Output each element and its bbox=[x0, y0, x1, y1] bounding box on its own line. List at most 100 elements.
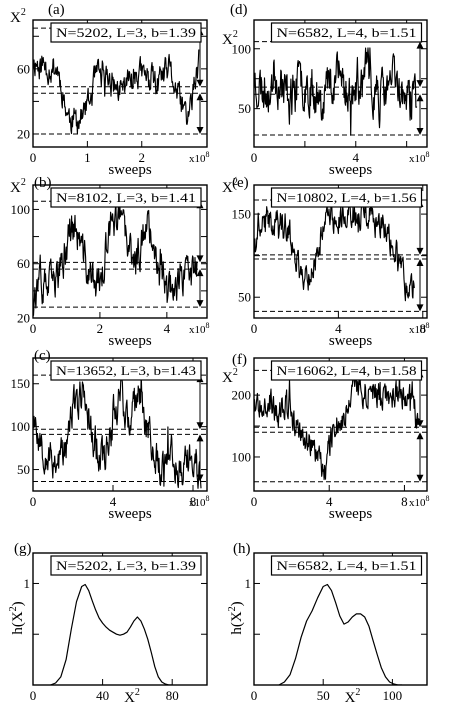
y-tick-label: 50 bbox=[238, 290, 251, 305]
legend-text: N=6582, L=4, b=1.51 bbox=[277, 26, 417, 40]
legend-box: N=5202, L=3, b=1.39 bbox=[50, 555, 202, 576]
x-multiplier: x108 bbox=[189, 150, 210, 165]
y-tick-label: 60 bbox=[17, 256, 30, 271]
panel-label: (f) bbox=[232, 352, 247, 368]
panel-e: 0 4 8 50 150 (e)X2 sweeps x108 N=10802, L=4, b=1… bbox=[222, 175, 430, 349]
x-tick-label: 8 bbox=[401, 494, 408, 509]
series-line bbox=[254, 47, 418, 136]
range-arrow bbox=[416, 258, 424, 312]
x-tick-label: 40 bbox=[96, 688, 109, 703]
panel-label: (c) bbox=[34, 348, 51, 364]
series-line bbox=[33, 49, 200, 135]
x-axis-label: sweeps bbox=[329, 333, 372, 349]
x-axis-label: X2 bbox=[345, 687, 361, 703]
range-arrow bbox=[196, 93, 204, 134]
y-tick-label: 50 bbox=[238, 101, 251, 116]
legend-box: N=6582, L=4, b=1.51 bbox=[270, 22, 423, 43]
legend-text: N=10802, L=4, b=1.56 bbox=[277, 191, 417, 205]
legend-text: N=16062, L=4, b=1.58 bbox=[277, 364, 417, 378]
x-tick-label: 0 bbox=[251, 688, 258, 703]
x-tick-label: 0 bbox=[30, 494, 37, 509]
x-tick-label: 0 bbox=[251, 321, 258, 336]
legend-text: N=6582, L=4, b=1.51 bbox=[277, 559, 417, 573]
legend-text: N=5202, L=3, b=1.39 bbox=[56, 26, 196, 40]
panel-c: 0 4 8 50 100 150(c) sweeps x108 N=13652, L=3, b=… bbox=[11, 348, 210, 522]
series-line bbox=[254, 203, 415, 302]
y-tick-label: 60 bbox=[17, 61, 30, 76]
plot-frame bbox=[32, 184, 208, 319]
x-tick-label: 0 bbox=[251, 150, 258, 165]
y-tick-label: 150 bbox=[11, 376, 31, 391]
panel-label: (a) bbox=[48, 2, 65, 18]
range-arrow bbox=[416, 432, 424, 482]
x-tick-label: 4 bbox=[164, 321, 171, 336]
y-tick-label: 100 bbox=[11, 202, 31, 217]
x-tick-label: 80 bbox=[166, 688, 179, 703]
series-line bbox=[254, 371, 421, 481]
y-tick-label: 200 bbox=[232, 388, 252, 403]
panel-label: (b) bbox=[34, 175, 52, 191]
x-multiplier: x108 bbox=[189, 321, 210, 336]
legend-box: N=16062, L=4, b=1.58 bbox=[270, 360, 423, 381]
x-tick-label: 4 bbox=[335, 321, 342, 336]
x-axis-label: sweeps bbox=[108, 506, 151, 522]
x-tick-label: 0 bbox=[30, 150, 37, 165]
series-line bbox=[33, 372, 202, 489]
x-axis-label: sweeps bbox=[329, 162, 372, 178]
y-tick-label: 50 bbox=[17, 462, 30, 477]
panel-label: (e) bbox=[232, 175, 249, 191]
y-axis-label: X2 bbox=[222, 29, 238, 48]
x-multiplier: x108 bbox=[189, 494, 210, 509]
x-tick-label: 4 bbox=[110, 494, 117, 509]
y-tick-label: 20 bbox=[17, 311, 30, 326]
legend-text: N=13652, L=3, b=1.43 bbox=[56, 364, 196, 378]
x-tick-label: 2 bbox=[97, 321, 104, 336]
x-tick-label: 1 bbox=[84, 150, 91, 165]
legend-text: N=5202, L=3, b=1.39 bbox=[56, 559, 196, 573]
legend-box: N=8102, L=3, b=1.41 bbox=[50, 187, 202, 208]
plot-frame bbox=[32, 552, 208, 686]
x-axis-label: X2 bbox=[124, 687, 140, 703]
panel-h: 0 50 100 1 (h) h(X2) X2 N=6582, L=4, b=1.51 bbox=[227, 541, 428, 703]
y-tick-label: 100 bbox=[11, 419, 31, 434]
y-tick-label: 150 bbox=[232, 207, 252, 222]
plot-frame bbox=[253, 19, 428, 148]
legend-box: N=10802, L=4, b=1.56 bbox=[270, 187, 423, 208]
x-tick-label: 4 bbox=[326, 494, 333, 509]
x-tick-label: 0 bbox=[30, 688, 37, 703]
x-tick-label: 8 bbox=[190, 494, 197, 509]
panel-d: 0 4 50 100 (d) X2 sweeps x108 N=6582, L=4, b=1.5… bbox=[222, 2, 430, 178]
legend-box: N=13652, L=3, b=1.43 bbox=[50, 360, 202, 381]
y-axis-label: X2 bbox=[222, 367, 238, 386]
series-line bbox=[278, 583, 403, 685]
legend-box: N=6582, L=4, b=1.51 bbox=[270, 555, 423, 576]
series-line bbox=[50, 583, 173, 685]
plot-frame bbox=[253, 184, 428, 319]
plot-frame bbox=[32, 357, 208, 492]
y-tick-label: 1 bbox=[245, 576, 252, 591]
y-axis-label: X2 bbox=[10, 7, 26, 26]
panel-a: 0 1 2 20 60 (a) X2 sweeps x108 N=5202, L=3, b=1.3… bbox=[10, 2, 210, 178]
x-axis-label: sweeps bbox=[329, 506, 372, 522]
panel-f: 0 4 8 100 200 (f)X2 sweeps x108 N=16062, L=4, b=… bbox=[222, 352, 430, 522]
x-tick-label: 2 bbox=[139, 150, 146, 165]
panel-label: (h) bbox=[233, 541, 251, 557]
range-arrow bbox=[196, 201, 204, 263]
x-multiplier: x108 bbox=[409, 150, 430, 165]
range-arrow bbox=[196, 269, 204, 308]
series-line bbox=[33, 202, 198, 316]
y-axis-label: h(X2) bbox=[227, 601, 245, 634]
plot-frame bbox=[32, 19, 208, 148]
y-tick-label: 100 bbox=[232, 41, 252, 56]
legend-box: N=5202, L=3, b=1.39 bbox=[50, 22, 202, 43]
y-tick-label: 20 bbox=[17, 126, 30, 141]
y-axis-label: X2 bbox=[222, 177, 238, 196]
x-tick-label: 4 bbox=[353, 150, 360, 165]
panel-label: (d) bbox=[230, 2, 248, 18]
x-tick-label: 8 bbox=[420, 321, 427, 336]
y-axis-label: h(X2) bbox=[8, 601, 26, 634]
range-arrow bbox=[416, 199, 424, 255]
x-tick-label: 50 bbox=[317, 688, 330, 703]
plot-frame bbox=[253, 552, 428, 686]
y-axis-label: X2 bbox=[10, 177, 26, 196]
